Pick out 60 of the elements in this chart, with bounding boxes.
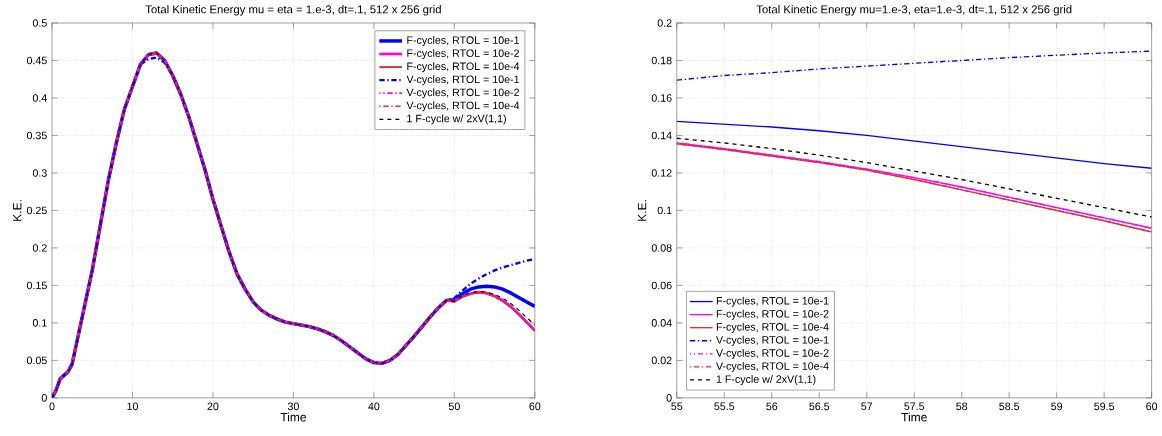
y-tick-label: 0.02 bbox=[651, 356, 672, 365]
chart-title: Total Kinetic Energy mu=1.e-3, eta=1.e-3, dt=.1, 512 x 256 grid bbox=[756, 5, 1072, 16]
y-tick-label: 0.25 bbox=[26, 206, 47, 215]
legend-label: F-cycles, RTOL = 10e-4 bbox=[407, 62, 520, 73]
x-tick-label: 0 bbox=[49, 402, 55, 411]
y-tick-label: 0 bbox=[666, 394, 672, 402]
x-tick-label: 57 bbox=[861, 402, 873, 411]
x-tick-label: 60 bbox=[1146, 402, 1158, 411]
x-tick-label: 59 bbox=[1051, 402, 1063, 411]
x-tick-label: 10 bbox=[127, 402, 138, 411]
y-axis-title: K.E. bbox=[637, 200, 647, 221]
x-tick-label: 56.5 bbox=[809, 402, 830, 411]
y-tick-label: 0.12 bbox=[651, 169, 672, 177]
y-tick-label: 0.2 bbox=[32, 244, 47, 252]
x-tick-label: 40 bbox=[368, 402, 380, 411]
legend-label: V-cycles, RTOL = 10e-1 bbox=[406, 75, 520, 86]
y-tick-label: 0.2 bbox=[657, 19, 672, 27]
y-tick-label: 0.04 bbox=[651, 319, 672, 327]
legend-label: F-cycles, RTOL = 10e-2 bbox=[716, 309, 829, 320]
y-tick-label: 0.4 bbox=[32, 94, 47, 102]
x-tick-label: 30 bbox=[287, 402, 299, 411]
y-tick-label: 0.14 bbox=[651, 131, 672, 140]
legend-label: F-cycles, RTOL = 10e-2 bbox=[407, 49, 520, 60]
chart-title: Total Kinetic Energy mu = eta = 1.e-3, dt=.1, 512 x 256 grid bbox=[145, 5, 441, 16]
y-tick-label: 0.1 bbox=[32, 319, 47, 327]
y-axis-title: K.E. bbox=[13, 200, 22, 221]
x-tick-label: 57.5 bbox=[904, 402, 925, 411]
legend-label: F-cycles, RTOL = 10e-1 bbox=[716, 296, 829, 307]
legend-label: F-cycles, RTOL = 10e-1 bbox=[407, 36, 520, 47]
y-tick-label: 0.35 bbox=[26, 131, 47, 140]
x-tick-label: 20 bbox=[207, 402, 219, 411]
y-tick-label: 0.08 bbox=[651, 244, 672, 252]
x-tick-label: 60 bbox=[529, 402, 541, 411]
x-tick-label: 58 bbox=[956, 402, 968, 411]
legend-label: 1 F-cycle w/ 2xV(1,1) bbox=[716, 375, 816, 386]
y-tick-label: 0.16 bbox=[651, 94, 672, 102]
legend-label: V-cycles, RTOL = 10e-2 bbox=[406, 88, 520, 99]
y-tick-label: 0.15 bbox=[26, 281, 47, 290]
x-tick-label: 50 bbox=[448, 402, 460, 411]
x-tick-label: 55 bbox=[671, 402, 683, 411]
y-tick-label: 0.5 bbox=[32, 19, 47, 27]
legend-label: F-cycles, RTOL = 10e-4 bbox=[716, 322, 829, 333]
legend-label: V-cycles, RTOL = 10e-4 bbox=[716, 362, 829, 372]
y-tick-label: 0.05 bbox=[26, 356, 47, 365]
legend-label: V-cycles, RTOL = 10e-2 bbox=[716, 348, 829, 359]
y-tick-label: 0 bbox=[41, 394, 47, 402]
legend-label: 1 F-cycle w/ 2xV(1,1) bbox=[407, 114, 506, 125]
x-tick-label: 58.5 bbox=[999, 402, 1020, 411]
y-tick-label: 0.45 bbox=[26, 56, 47, 65]
x-tick-label: 55.5 bbox=[714, 402, 735, 411]
y-tick-label: 0.06 bbox=[651, 281, 672, 290]
x-axis-title: Time bbox=[901, 412, 927, 422]
y-tick-label: 0.18 bbox=[651, 56, 672, 65]
x-axis-title: Time bbox=[280, 412, 306, 422]
x-tick-label: 59.5 bbox=[1094, 402, 1115, 411]
x-tick-label: 56 bbox=[766, 402, 778, 411]
legend-label: V-cycles, RTOL = 10e-1 bbox=[716, 335, 829, 346]
y-tick-label: 0.3 bbox=[32, 169, 47, 177]
legend-label: V-cycles, RTOL = 10e-4 bbox=[406, 101, 520, 112]
y-tick-label: 0.1 bbox=[657, 206, 672, 215]
